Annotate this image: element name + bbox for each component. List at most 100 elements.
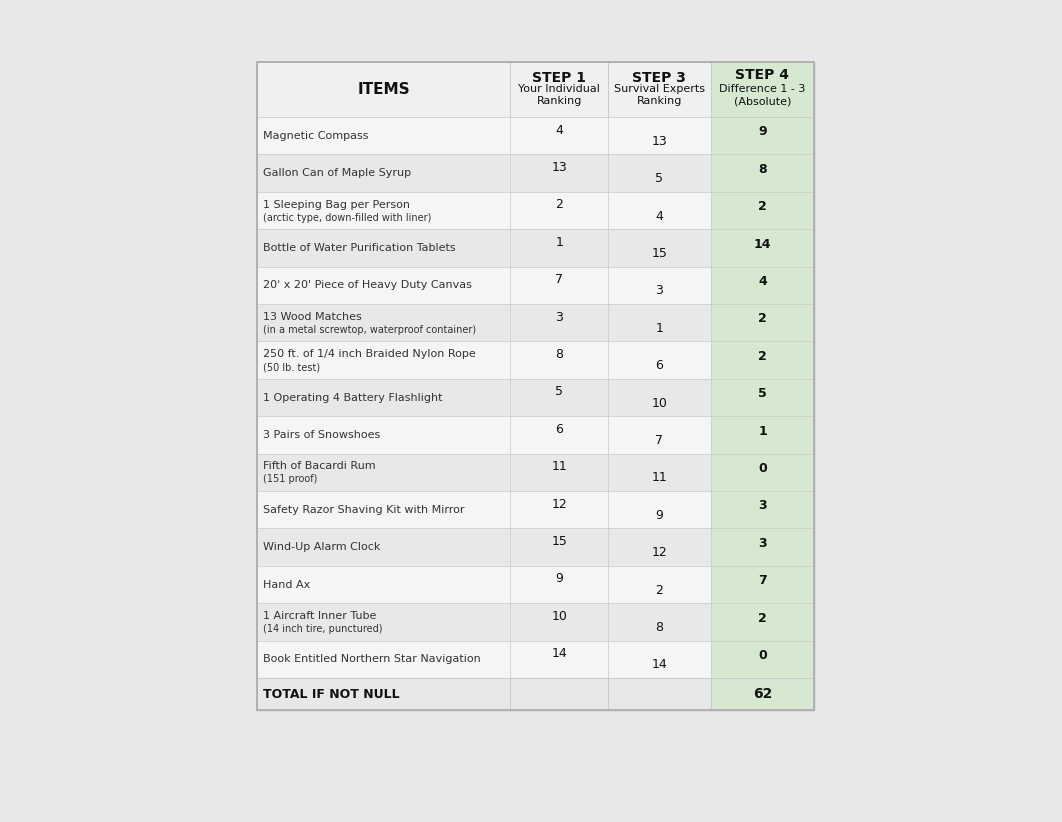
Bar bbox=[511, 229, 607, 266]
Text: 11: 11 bbox=[652, 471, 667, 484]
Bar bbox=[710, 454, 813, 491]
Text: 4: 4 bbox=[758, 275, 767, 288]
Bar bbox=[607, 266, 710, 304]
Bar bbox=[257, 379, 511, 416]
Text: 14: 14 bbox=[652, 658, 667, 672]
Bar bbox=[511, 529, 607, 566]
Text: 10: 10 bbox=[551, 610, 567, 623]
Bar bbox=[607, 416, 710, 454]
Text: 1: 1 bbox=[758, 425, 767, 437]
Bar bbox=[257, 266, 511, 304]
Bar bbox=[511, 454, 607, 491]
Text: 1 Aircraft Inner Tube: 1 Aircraft Inner Tube bbox=[263, 611, 376, 621]
Text: 14: 14 bbox=[754, 238, 771, 251]
Bar bbox=[710, 603, 813, 640]
Text: 13 Wood Matches: 13 Wood Matches bbox=[263, 312, 362, 321]
Text: Hand Ax: Hand Ax bbox=[263, 580, 310, 589]
Bar bbox=[511, 566, 607, 603]
Bar bbox=[710, 491, 813, 529]
Text: 8: 8 bbox=[655, 621, 664, 634]
Bar bbox=[710, 155, 813, 192]
Text: Bottle of Water Purification Tablets: Bottle of Water Purification Tablets bbox=[263, 242, 456, 253]
Bar bbox=[710, 640, 813, 678]
Text: 0: 0 bbox=[758, 462, 767, 475]
Text: 5: 5 bbox=[758, 387, 767, 400]
Bar bbox=[257, 62, 813, 710]
Text: (Absolute): (Absolute) bbox=[734, 96, 791, 107]
Text: Ranking: Ranking bbox=[637, 96, 682, 107]
Bar bbox=[607, 640, 710, 678]
Text: Fifth of Bacardi Rum: Fifth of Bacardi Rum bbox=[263, 461, 376, 471]
Text: 20' x 20' Piece of Heavy Duty Canvas: 20' x 20' Piece of Heavy Duty Canvas bbox=[263, 280, 472, 290]
Text: 7: 7 bbox=[655, 434, 664, 447]
Bar bbox=[511, 155, 607, 192]
Text: 10: 10 bbox=[651, 396, 667, 409]
Text: Ranking: Ranking bbox=[536, 96, 582, 107]
Text: (14 inch tire, punctured): (14 inch tire, punctured) bbox=[263, 624, 382, 634]
Text: 4: 4 bbox=[555, 123, 563, 136]
Bar bbox=[257, 529, 511, 566]
Text: 15: 15 bbox=[551, 535, 567, 548]
Bar bbox=[710, 529, 813, 566]
Text: 6: 6 bbox=[555, 423, 563, 436]
Bar bbox=[257, 678, 511, 710]
Bar bbox=[257, 491, 511, 529]
Bar bbox=[607, 603, 710, 640]
Text: 9: 9 bbox=[655, 509, 664, 522]
Bar bbox=[607, 117, 710, 155]
Text: 62: 62 bbox=[753, 687, 772, 701]
Bar bbox=[607, 192, 710, 229]
Bar bbox=[257, 603, 511, 640]
Text: 4: 4 bbox=[655, 210, 664, 223]
Bar bbox=[257, 454, 511, 491]
Text: 9: 9 bbox=[758, 126, 767, 138]
Bar bbox=[710, 117, 813, 155]
Bar bbox=[607, 529, 710, 566]
Bar bbox=[607, 341, 710, 379]
Bar bbox=[710, 416, 813, 454]
Text: (50 lb. test): (50 lb. test) bbox=[263, 363, 320, 372]
Bar bbox=[511, 341, 607, 379]
Text: 250 ft. of 1/4 inch Braided Nylon Rope: 250 ft. of 1/4 inch Braided Nylon Rope bbox=[263, 349, 476, 359]
Bar bbox=[710, 566, 813, 603]
Bar bbox=[607, 454, 710, 491]
Text: 12: 12 bbox=[551, 497, 567, 510]
Text: 8: 8 bbox=[555, 348, 563, 361]
Text: 9: 9 bbox=[555, 572, 563, 585]
Text: 2: 2 bbox=[758, 612, 767, 625]
Text: Wind-Up Alarm Clock: Wind-Up Alarm Clock bbox=[263, 542, 380, 552]
Text: 1 Operating 4 Battery Flashlight: 1 Operating 4 Battery Flashlight bbox=[263, 392, 443, 403]
Bar bbox=[257, 192, 511, 229]
Bar bbox=[511, 192, 607, 229]
Bar bbox=[511, 304, 607, 341]
Text: 15: 15 bbox=[651, 247, 667, 260]
Text: 3: 3 bbox=[758, 537, 767, 550]
Text: (arctic type, down-filled with liner): (arctic type, down-filled with liner) bbox=[263, 213, 431, 223]
Text: STEP 1: STEP 1 bbox=[532, 71, 586, 85]
Text: Gallon Can of Maple Syrup: Gallon Can of Maple Syrup bbox=[263, 169, 411, 178]
Bar bbox=[607, 566, 710, 603]
Text: 13: 13 bbox=[551, 161, 567, 174]
Text: (151 proof): (151 proof) bbox=[263, 474, 318, 484]
Bar bbox=[257, 341, 511, 379]
Bar bbox=[511, 379, 607, 416]
Text: 3: 3 bbox=[758, 500, 767, 512]
Text: 1: 1 bbox=[555, 236, 563, 249]
Text: Difference 1 - 3: Difference 1 - 3 bbox=[719, 85, 806, 95]
Bar bbox=[607, 229, 710, 266]
Bar bbox=[710, 266, 813, 304]
Bar bbox=[257, 304, 511, 341]
Bar bbox=[511, 603, 607, 640]
Bar bbox=[511, 640, 607, 678]
Text: 2: 2 bbox=[758, 312, 767, 326]
Text: Safety Razor Shaving Kit with Mirror: Safety Razor Shaving Kit with Mirror bbox=[263, 505, 464, 515]
Bar bbox=[607, 491, 710, 529]
Text: 13: 13 bbox=[652, 135, 667, 148]
Text: 1: 1 bbox=[655, 321, 664, 335]
Bar bbox=[710, 62, 813, 117]
Text: 7: 7 bbox=[758, 575, 767, 587]
Bar bbox=[511, 491, 607, 529]
Bar bbox=[710, 229, 813, 266]
Bar bbox=[710, 379, 813, 416]
Text: TOTAL IF NOT NULL: TOTAL IF NOT NULL bbox=[263, 687, 399, 700]
